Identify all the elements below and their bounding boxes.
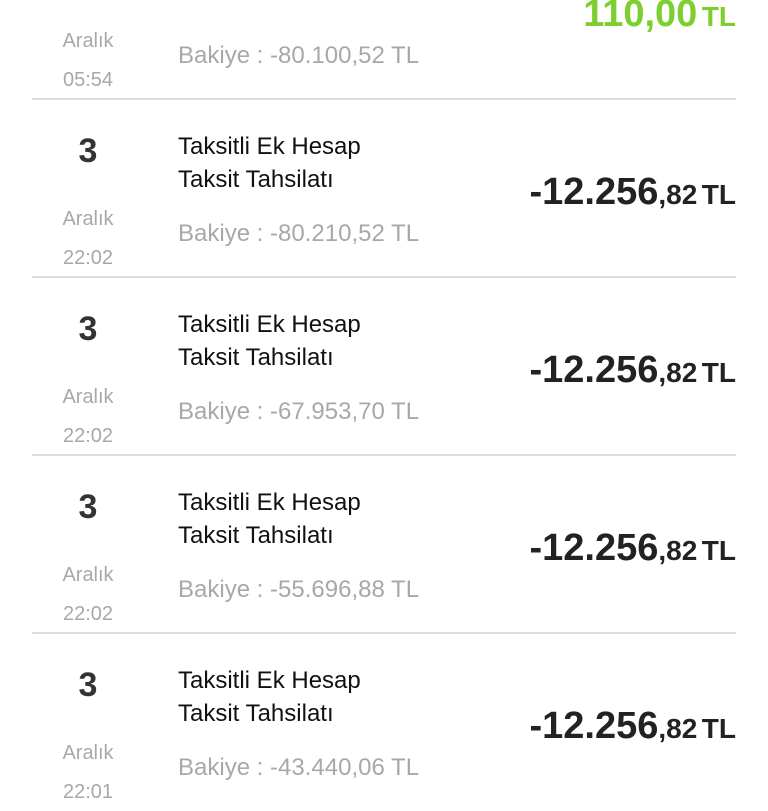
separator	[32, 276, 736, 278]
day: 3	[78, 132, 98, 170]
description: Taksit Tahsilatı	[178, 700, 334, 727]
time: 05:54	[62, 69, 114, 91]
time: 22:01	[62, 781, 114, 803]
separator	[32, 454, 736, 456]
transaction-row[interactable]: Aralık 05:54 Bakiye : -80.100,52 TL 110,00 …	[0, 0, 768, 99]
description: Taksitli Ek Hesap	[178, 311, 361, 338]
amount-main: 110,00	[583, 0, 698, 35]
description: Taksit Tahsilatı	[178, 522, 334, 549]
amount-main: -12.256	[529, 527, 659, 569]
amount: -12.256,82 TL	[530, 529, 737, 567]
amount: -12.256,82 TL	[530, 173, 737, 211]
month: Aralık	[62, 30, 114, 52]
time: 22:02	[62, 425, 114, 447]
day: 3	[78, 488, 98, 526]
currency: TL	[701, 179, 736, 210]
balance: Bakiye : -80.100,52 TL	[178, 42, 420, 69]
amount-main: -12.256	[529, 171, 659, 213]
month: Aralık	[62, 386, 114, 408]
description: Taksitli Ek Hesap	[178, 133, 361, 160]
amount-cents: ,82	[658, 713, 698, 744]
amount: -12.256,82 TL	[530, 351, 737, 389]
separator	[32, 98, 736, 100]
transaction-row[interactable]: 3 Aralık 22:02 Taksitli Ek Hesap Taksit Tahs…	[0, 99, 768, 277]
description: Taksitli Ek Hesap	[178, 667, 361, 694]
description: Taksit Tahsilatı	[178, 344, 334, 371]
amount-cents: ,82	[658, 179, 698, 210]
amount-main: -12.256	[529, 705, 659, 747]
currency: TL	[701, 713, 736, 744]
month: Aralık	[62, 742, 114, 764]
amount: -12.256,82 TL	[530, 707, 737, 745]
currency: TL	[701, 1, 736, 32]
day: 3	[78, 310, 98, 348]
description: Taksitli Ek Hesap	[178, 489, 361, 516]
transaction-row[interactable]: 3 Aralık 22:02 Taksitli Ek Hesap Taksit Tahs…	[0, 277, 768, 455]
day: 3	[78, 666, 98, 704]
balance: Bakiye : -80.210,52 TL	[178, 220, 420, 247]
transaction-row[interactable]: 3 Aralık 22:01 Taksitli Ek Hesap Taksit Tahs…	[0, 633, 768, 811]
balance: Bakiye : -43.440,06 TL	[178, 754, 420, 781]
currency: TL	[701, 535, 736, 566]
month: Aralık	[62, 564, 114, 586]
time: 22:02	[62, 247, 114, 269]
month: Aralık	[62, 208, 114, 230]
balance: Bakiye : -55.696,88 TL	[178, 576, 420, 603]
amount-cents: ,82	[658, 357, 698, 388]
balance: Bakiye : -67.953,70 TL	[178, 398, 420, 425]
description: Taksit Tahsilatı	[178, 166, 334, 193]
amount-cents: ,82	[658, 535, 698, 566]
transaction-row[interactable]: 3 Aralık 22:02 Taksitli Ek Hesap Taksit Tahs…	[0, 455, 768, 633]
separator	[32, 632, 736, 634]
amount-main: -12.256	[529, 349, 659, 391]
amount: 110,00 TL	[583, 0, 736, 33]
currency: TL	[701, 357, 736, 388]
time: 22:02	[62, 603, 114, 625]
